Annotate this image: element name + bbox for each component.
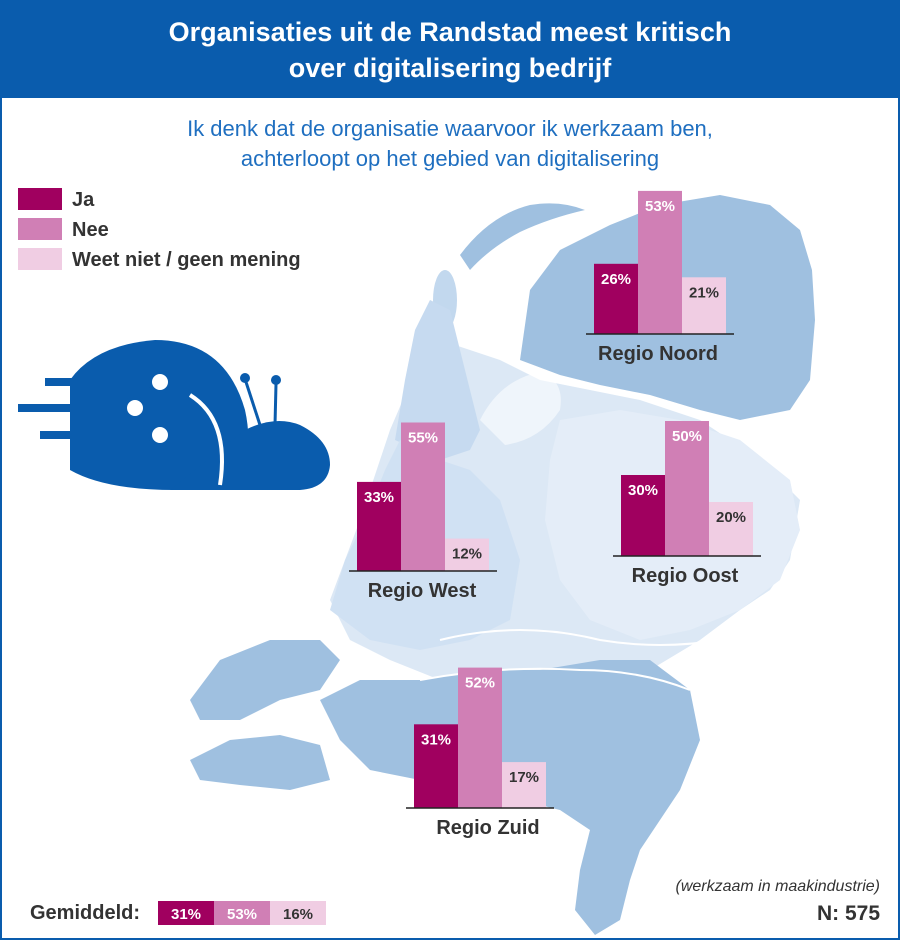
legend-swatch-nee [18,218,62,240]
snail-antenna-tip-right-icon [271,375,281,385]
bar-value-regio-oost-nee: 50% [672,428,702,445]
snail-antenna-left-icon [244,381,262,426]
bar-regio-west-weet-niet [445,538,489,571]
bar-regio-oost-weet-niet [709,502,753,556]
bar-regio-noord-weet-niet [682,277,726,334]
average-value-ja: 31% [171,906,201,923]
bar-group-regio-noord: 26% 53% 21% Regio Noord [586,190,734,365]
circuit-node-3-icon [148,423,172,447]
header-banner: Organisaties uit de Randstad meest kriti… [0,0,900,98]
bar-regio-west-ja [357,481,401,571]
bar-regio-oost-nee [665,421,709,556]
bar-regio-zuid-weet-niet [502,762,546,808]
bar-regio-noord-ja [594,263,638,334]
bar-regio-oost-ja [621,475,665,556]
snail-antenna-right-icon [273,383,278,426]
legend-label-ja: Ja [72,189,95,211]
chart-title-line-2: over digitalisering bedrijf [288,53,612,83]
snail-body-icon [170,421,330,490]
map-ijsselmeer [480,372,561,445]
bar-value-regio-zuid-ja: 31% [421,731,451,748]
map-region-zeeland-south [190,735,330,790]
bar-value-regio-noord-ja: 26% [601,271,631,288]
bar-value-regio-zuid-nee: 52% [465,675,495,692]
bar-group-regio-oost: 30% 50% 20% Regio Oost [613,421,761,587]
map-region-noord-holland [395,300,480,460]
average-box-nee [214,901,270,925]
legend-swatch-ja [18,188,62,210]
legend-label-weet-niet: Weet niet / geen mening [72,249,301,271]
average-value-nee: 53% [227,906,257,923]
average-value-weet-niet: 16% [283,906,313,923]
circuit-node-2-icon [123,396,147,420]
map-wadden-islands [460,203,585,270]
map-region-zeeland [190,640,340,720]
legend-label-nee: Nee [72,219,109,241]
chart-title-line-1: Organisaties uit de Randstad meest kriti… [168,17,732,47]
legend-swatch-weet-niet [18,248,62,270]
region-label-regio-oost: Regio Oost [632,565,739,587]
bar-regio-zuid-ja [414,724,458,808]
circuit-node-1-icon [148,370,172,394]
bar-regio-noord-nee [638,190,682,334]
bar-value-regio-noord-weet-niet: 21% [689,284,719,301]
snail-shell-icon [70,340,249,490]
bar-regio-west-nee [401,422,445,571]
bar-value-regio-oost-ja: 30% [628,482,658,499]
bar-group-regio-west: 33% 55% 12% Regio West [349,422,497,602]
sample-note: (werkzaam in maakindustrie) [675,878,880,895]
snail-shell-line-icon [188,393,224,486]
average-box-weet-niet [270,901,326,925]
bar-value-regio-west-ja: 33% [364,489,394,506]
average-boxes: 31% 53% 16% [158,901,326,925]
sample-size: N: 575 [817,902,880,925]
bar-value-regio-oost-weet-niet: 20% [716,509,746,526]
snail-antenna-tip-left-icon [240,373,250,383]
average-label: Gemiddeld: [30,902,140,924]
region-label-regio-west: Regio West [368,580,477,602]
snail-icon [18,340,330,490]
region-label-regio-zuid: Regio Zuid [436,817,539,839]
region-label-regio-noord: Regio Noord [598,343,718,365]
chart-subtitle-line-2: achterloopt op het gebied van digitalise… [240,146,660,171]
bar-regio-zuid-nee [458,667,502,808]
bar-value-regio-west-weet-niet: 12% [452,546,482,563]
bar-group-regio-zuid: 31% 52% 17% Regio Zuid [406,667,554,839]
map-waterway [439,629,721,646]
bar-value-regio-noord-nee: 53% [645,198,675,215]
bar-value-regio-west-nee: 55% [408,430,438,447]
chart-subtitle-line-1: Ik denk dat de organisatie waarvoor ik w… [187,116,713,141]
average-box-ja [158,901,214,925]
legend: Ja Nee Weet niet / geen mening [18,188,301,271]
bar-value-regio-zuid-weet-niet: 17% [509,769,539,786]
